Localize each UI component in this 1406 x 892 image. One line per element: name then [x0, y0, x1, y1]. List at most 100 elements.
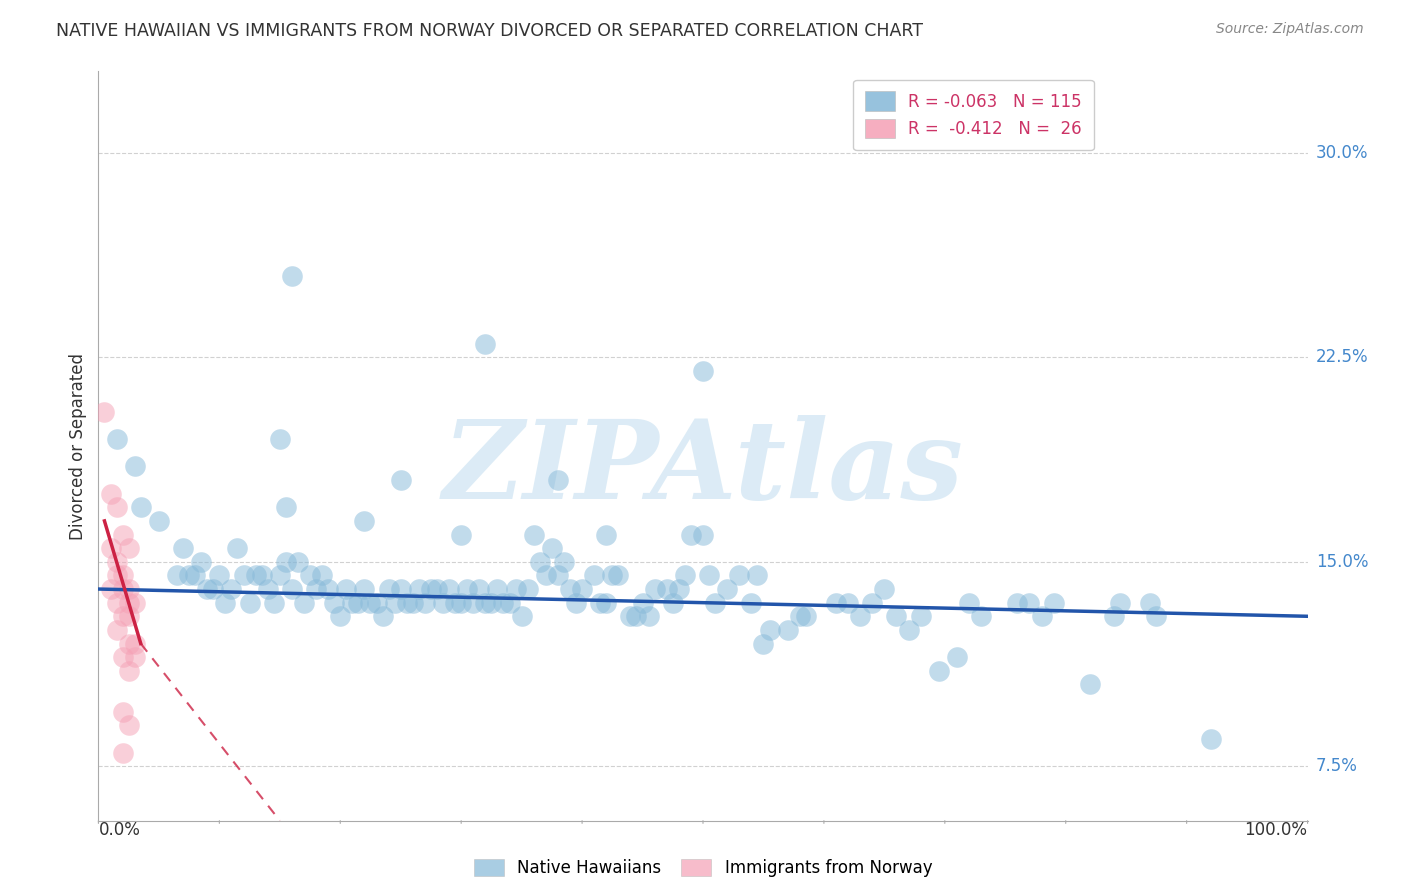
Point [626, 609, 648, 624]
Point [437, 582, 460, 596]
Point [118, 582, 141, 596]
Point [679, 527, 702, 541]
Y-axis label: Divorced or Separated: Divorced or Separated [69, 352, 87, 540]
Point [450, 527, 472, 541]
Point [347, 596, 370, 610]
Point [118, 718, 141, 732]
Text: 22.5%: 22.5% [1316, 349, 1368, 367]
Point [498, 596, 520, 610]
Point [505, 582, 527, 596]
Point [105, 596, 128, 610]
Point [105, 568, 128, 582]
Point [607, 568, 630, 582]
Point [468, 582, 491, 596]
Point [1018, 596, 1040, 610]
Point [825, 596, 848, 610]
Point [529, 555, 551, 569]
Point [250, 568, 273, 582]
Point [420, 582, 443, 596]
Point [794, 609, 817, 624]
Point [444, 596, 467, 610]
Point [335, 582, 357, 596]
Point [148, 514, 170, 528]
Point [571, 582, 593, 596]
Point [426, 582, 449, 596]
Point [970, 609, 993, 624]
Text: 7.5%: 7.5% [1316, 757, 1358, 775]
Point [558, 582, 581, 596]
Point [637, 609, 659, 624]
Point [93, 405, 115, 419]
Point [329, 609, 352, 624]
Point [105, 555, 128, 569]
Point [353, 514, 375, 528]
Point [172, 541, 194, 556]
Point [450, 596, 472, 610]
Point [946, 650, 969, 665]
Point [523, 527, 546, 541]
Point [413, 596, 436, 610]
Point [602, 568, 624, 582]
Point [111, 746, 134, 760]
Point [389, 473, 412, 487]
Point [269, 432, 291, 446]
Point [124, 459, 146, 474]
Point [274, 500, 297, 515]
Point [124, 650, 146, 665]
Point [371, 609, 394, 624]
Point [111, 582, 134, 596]
Point [463, 596, 485, 610]
Point [311, 568, 333, 582]
Point [886, 609, 908, 624]
Point [492, 596, 515, 610]
Point [849, 609, 872, 624]
Point [758, 623, 780, 637]
Point [118, 664, 141, 678]
Point [673, 568, 696, 582]
Point [1139, 596, 1161, 610]
Point [111, 705, 134, 719]
Point [226, 541, 249, 556]
Point [619, 609, 641, 624]
Text: 30.0%: 30.0% [1316, 145, 1368, 162]
Point [100, 582, 122, 596]
Point [316, 582, 339, 596]
Point [1102, 609, 1125, 624]
Point [697, 568, 720, 582]
Point [323, 596, 346, 610]
Text: Source: ZipAtlas.com: Source: ZipAtlas.com [1216, 22, 1364, 37]
Point [263, 596, 285, 610]
Point [360, 596, 382, 610]
Point [402, 596, 425, 610]
Point [190, 555, 212, 569]
Point [377, 582, 399, 596]
Point [692, 364, 714, 378]
Point [214, 596, 236, 610]
Point [456, 582, 478, 596]
Point [474, 336, 496, 351]
Point [534, 568, 557, 582]
Point [595, 596, 617, 610]
Point [873, 582, 896, 596]
Legend: R = -0.063   N = 115, R =  -0.412   N =  26: R = -0.063 N = 115, R = -0.412 N = 26 [853, 79, 1094, 150]
Point [118, 541, 141, 556]
Point [239, 596, 262, 610]
Point [655, 582, 678, 596]
Point [540, 541, 562, 556]
Text: 15.0%: 15.0% [1316, 553, 1368, 571]
Point [305, 582, 328, 596]
Point [662, 596, 685, 610]
Point [1007, 596, 1029, 610]
Point [100, 541, 122, 556]
Point [111, 568, 134, 582]
Point [408, 582, 430, 596]
Point [510, 609, 533, 624]
Point [124, 636, 146, 650]
Point [1031, 609, 1053, 624]
Point [776, 623, 799, 637]
Point [474, 596, 496, 610]
Text: ZIPAtlas: ZIPAtlas [443, 415, 963, 522]
Point [595, 527, 617, 541]
Point [728, 568, 751, 582]
Point [692, 527, 714, 541]
